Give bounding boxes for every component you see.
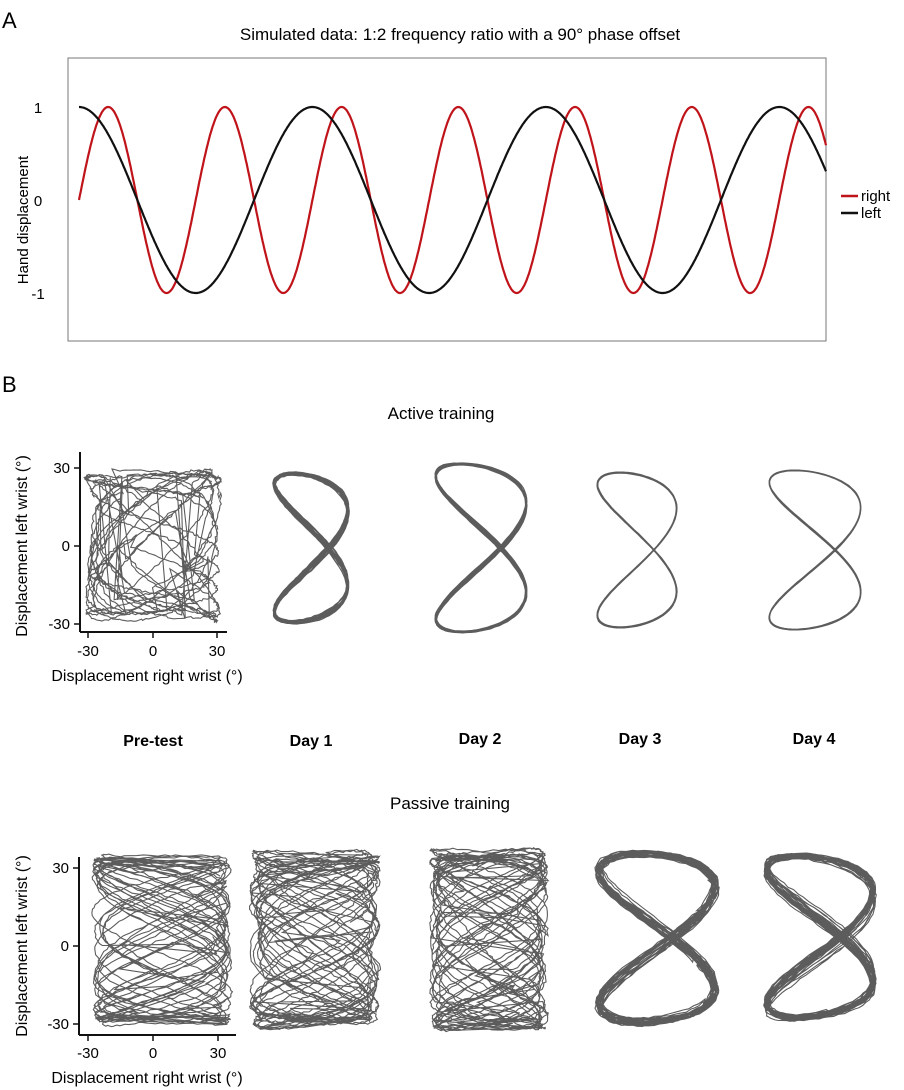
active-x-tick-label: 30 (209, 643, 226, 660)
active-y-axis-label: Displacement left wrist (°) (14, 455, 31, 637)
panel-b-letter: B (2, 372, 17, 397)
active-trace-pre-test (82, 467, 223, 624)
passive-y-tick-label: -30 (47, 1016, 69, 1033)
panel-a-series-group (77, 105, 828, 295)
active-y-tick-label: 0 (62, 538, 70, 555)
passive-y-tick-label: 0 (61, 938, 69, 955)
passive-training-title: Passive training (390, 794, 510, 813)
active-trace-day-4 (768, 469, 862, 631)
series-line-right (77, 105, 828, 295)
active-trace-day-1 (272, 471, 350, 625)
passive-trace-pre-test (91, 853, 234, 1028)
passive-y-tick-label: 30 (52, 860, 69, 877)
active-x-tick-label: -30 (77, 643, 99, 660)
active-trace-day-2 (434, 462, 528, 634)
active-x-axis-label: Displacement right wrist (°) (51, 668, 242, 685)
passive-x-tick-label: 30 (210, 1045, 227, 1062)
active-y-tick-label: -30 (48, 616, 70, 633)
condition-label: Day 1 (290, 733, 333, 750)
panel-a-letter: A (2, 8, 17, 33)
condition-label: Day 4 (793, 731, 836, 748)
passive-x-tick-label: -30 (77, 1045, 99, 1062)
panel-a-y-axis-label: Hand displacement (15, 155, 32, 284)
active-y-tick-label: 30 (53, 460, 70, 477)
active-traces-group (82, 462, 862, 634)
condition-label: Day 2 (459, 731, 502, 748)
passive-trace-day-4 (763, 852, 877, 1022)
panel-a-y-tick-label: -1 (31, 286, 44, 303)
active-x-tick-label: 0 (149, 643, 157, 660)
active-training-title: Active training (388, 404, 495, 423)
panel-a-title: Simulated data: 1:2 frequency ratio with… (240, 25, 681, 44)
series-line-left (79, 105, 828, 295)
legend-label-left: left (861, 205, 882, 222)
passive-x-axis-label: Displacement right wrist (°) (51, 1070, 242, 1087)
panel-a-plot-frame (67, 57, 827, 342)
passive-x-tick-label: 0 (149, 1045, 157, 1062)
passive-y-axis-label: Displacement left wrist (°) (14, 855, 31, 1037)
active-trace-day-3 (596, 471, 678, 629)
condition-label: Day 3 (619, 731, 662, 748)
passive-traces-group (91, 846, 877, 1033)
passive-trace-day-2 (428, 846, 550, 1033)
panel-a-y-tick-label: 1 (34, 100, 42, 117)
panel-a-y-tick-label: 0 (34, 193, 42, 210)
legend-label-right: right (861, 188, 891, 205)
passive-trace-day-3 (594, 849, 720, 1028)
passive-trace-day-1 (249, 848, 382, 1031)
condition-label: Pre-test (123, 733, 183, 750)
